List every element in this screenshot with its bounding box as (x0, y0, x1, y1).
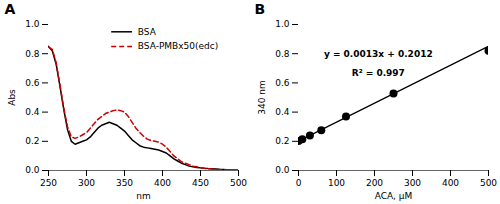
svg-text:0.2: 0.2 (25, 136, 39, 146)
svg-text:0.8: 0.8 (275, 49, 290, 59)
svg-text:nm: nm (136, 191, 150, 201)
svg-text:0.2: 0.2 (275, 136, 289, 146)
svg-text:0.0: 0.0 (275, 165, 290, 175)
svg-text:Abs: Abs (7, 89, 17, 106)
svg-text:500: 500 (230, 178, 247, 188)
svg-text:BSA-PMBx50(edc): BSA-PMBx50(edc) (138, 41, 218, 51)
svg-text:400: 400 (442, 178, 459, 188)
svg-text:0.4: 0.4 (275, 107, 290, 117)
svg-text:0.4: 0.4 (25, 107, 40, 117)
svg-text:A: A (5, 1, 16, 17)
svg-text:340 nm: 340 nm (257, 80, 267, 115)
svg-text:300: 300 (78, 178, 95, 188)
svg-text:1.0: 1.0 (25, 19, 40, 29)
svg-text:500: 500 (480, 178, 497, 188)
svg-text:y = 0.0013x + 0.2012: y = 0.0013x + 0.2012 (324, 49, 433, 59)
svg-text:0: 0 (296, 178, 302, 188)
svg-text:400: 400 (154, 178, 171, 188)
svg-text:200: 200 (366, 178, 383, 188)
svg-text:0.6: 0.6 (25, 78, 40, 88)
svg-text:0.8: 0.8 (25, 49, 40, 59)
svg-text:450: 450 (192, 178, 209, 188)
svg-text:0.0: 0.0 (25, 165, 40, 175)
svg-text:350: 350 (116, 178, 133, 188)
svg-text:B: B (255, 1, 266, 17)
svg-text:250: 250 (40, 178, 57, 188)
svg-text:100: 100 (328, 178, 345, 188)
svg-text:BSA: BSA (138, 27, 157, 37)
svg-text:300: 300 (404, 178, 421, 188)
svg-text:1.0: 1.0 (275, 19, 290, 29)
svg-text:R² = 0.997: R² = 0.997 (352, 68, 405, 78)
svg-text:0.6: 0.6 (275, 78, 290, 88)
svg-text:ACA, μM: ACA, μM (375, 191, 413, 201)
